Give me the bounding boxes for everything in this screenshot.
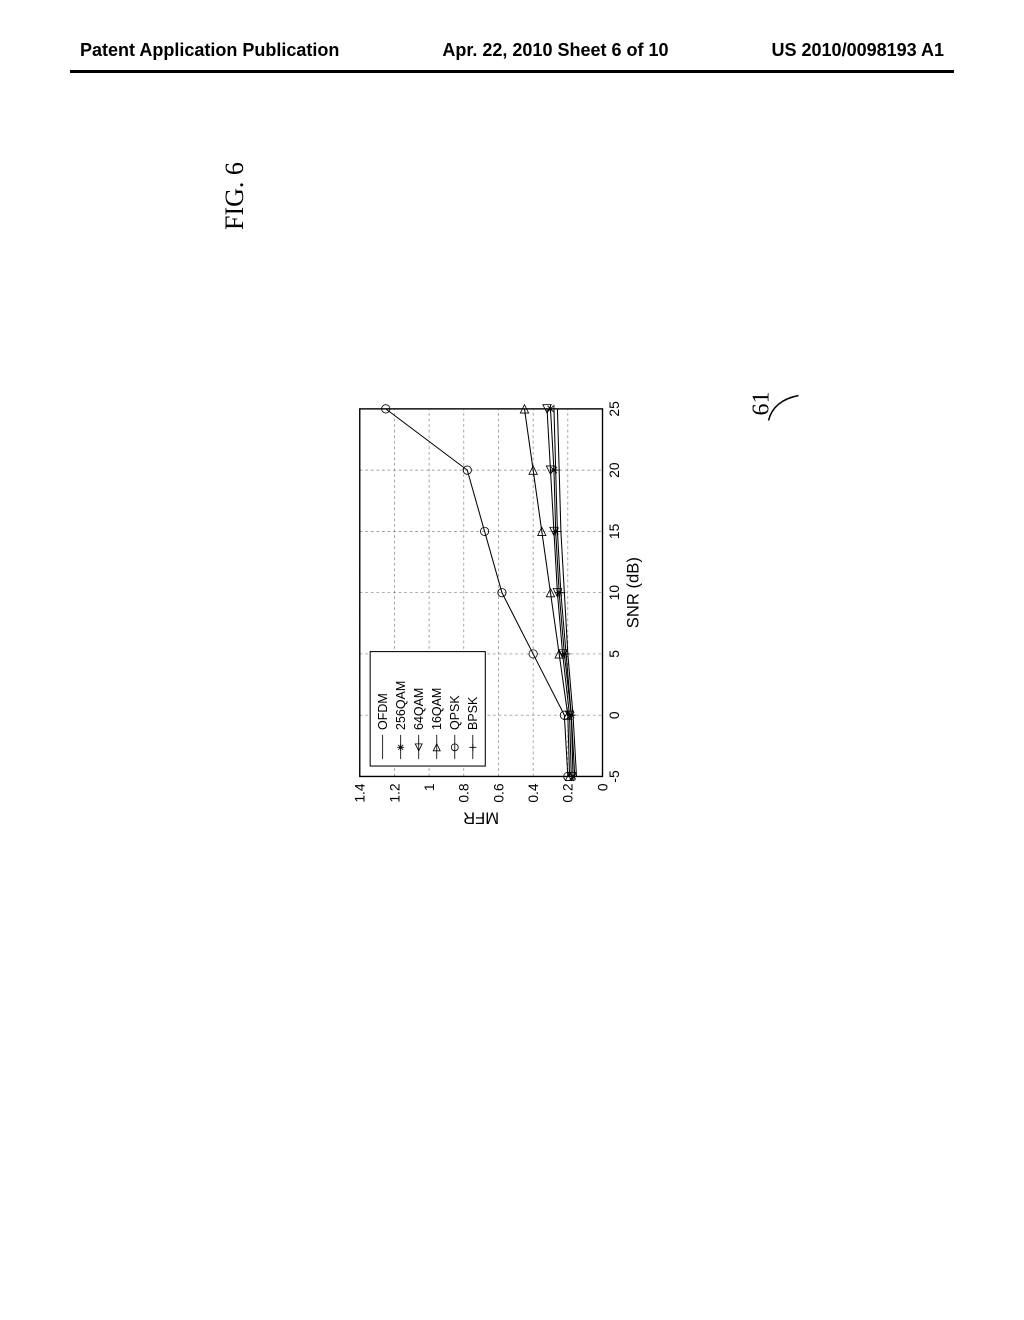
- svg-text:16QAM: 16QAM: [430, 688, 444, 730]
- callout-arc-icon: [764, 386, 804, 426]
- figure-label: FIG. 6: [220, 162, 250, 230]
- svg-text:5: 5: [606, 650, 622, 658]
- svg-text:-5: -5: [606, 770, 622, 783]
- header-center: Apr. 22, 2010 Sheet 6 of 10: [442, 40, 668, 61]
- header-left: Patent Application Publication: [80, 40, 339, 61]
- svg-text:0.4: 0.4: [525, 783, 541, 803]
- header-right: US 2010/0098193 A1: [772, 40, 944, 61]
- svg-text:0: 0: [594, 783, 610, 791]
- mfr-snr-chart: -5051015202500.20.40.60.811.21.4SNR (dB)…: [185, 395, 805, 825]
- svg-text:256QAM: 256QAM: [394, 681, 408, 730]
- svg-text:0.6: 0.6: [490, 783, 506, 803]
- svg-text:25: 25: [606, 401, 622, 417]
- svg-text:1.2: 1.2: [386, 783, 402, 803]
- svg-text:20: 20: [606, 462, 622, 478]
- figure-callout: 61: [749, 392, 776, 416]
- svg-text:MFR: MFR: [463, 809, 499, 825]
- svg-text:0.8: 0.8: [456, 783, 472, 803]
- svg-text:0: 0: [606, 711, 622, 719]
- svg-text:64QAM: 64QAM: [412, 688, 426, 730]
- svg-text:QPSK: QPSK: [448, 695, 462, 730]
- svg-text:0.2: 0.2: [560, 783, 576, 803]
- svg-text:15: 15: [606, 523, 622, 539]
- svg-text:BPSK: BPSK: [466, 696, 480, 730]
- svg-text:1: 1: [421, 783, 437, 791]
- chart-container: -5051015202500.20.40.60.811.21.4SNR (dB)…: [185, 395, 805, 825]
- svg-text:10: 10: [606, 585, 622, 601]
- svg-text:OFDM: OFDM: [376, 693, 390, 730]
- svg-text:1.4: 1.4: [352, 783, 368, 803]
- page-header: Patent Application Publication Apr. 22, …: [0, 40, 1024, 61]
- svg-text:SNR (dB): SNR (dB): [624, 557, 643, 628]
